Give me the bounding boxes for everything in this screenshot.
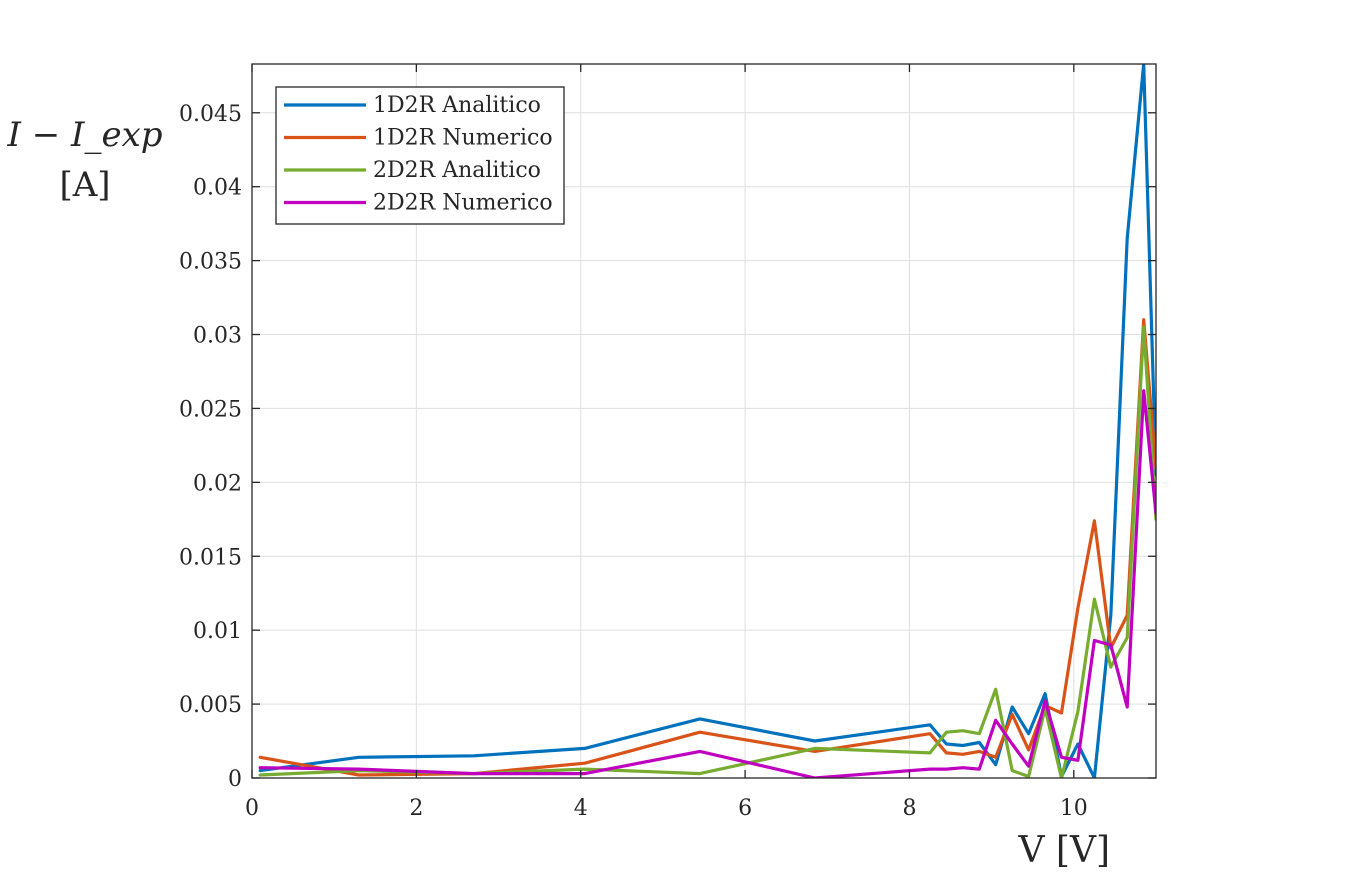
x-tick-label: 0 (245, 796, 259, 821)
y-tick-label: 0 (228, 767, 242, 792)
y-tick-label: 0.025 (179, 397, 242, 422)
grid-lines (252, 64, 1156, 778)
y-tick-label: 0.005 (179, 693, 242, 718)
y-tick-label: 0.035 (179, 250, 242, 275)
legend-entry-label: 2D2R Analitico (373, 158, 541, 183)
series-lines (258, 64, 1156, 778)
legend-entry-label: 2D2R Numerico (373, 191, 553, 216)
y-tick-label: 0.01 (193, 619, 242, 644)
y-tick-label: 0.015 (179, 545, 242, 570)
x-tick-label: 2 (409, 796, 423, 821)
x-tick-label: 4 (574, 796, 588, 821)
axis-ticks: 0 2 4 6 8 10 0 0.005 0.01 0.015 0.02 0.025 0.03 0.035… (179, 64, 1156, 821)
svg-text:V [V]: V [V] (1017, 830, 1110, 871)
y-tick-label: 0.03 (193, 324, 242, 349)
legend-entry-label: 1D2R Analitico (373, 93, 541, 118)
axes-box (251, 63, 1157, 779)
x-tick-label: 8 (902, 796, 916, 821)
series-line-2d2r-numerico (258, 389, 1156, 778)
y-tick-label: 0.045 (179, 102, 242, 127)
series-line-1d2r-analitico (258, 64, 1156, 778)
y-tick-label: 0.04 (193, 176, 242, 201)
x-axis-label: V [V] (1017, 830, 1110, 871)
legend: 1D2R Analitico 1D2R Numerico 2D2R Analitic… (275, 86, 565, 225)
x-tick-label: 10 (1060, 796, 1088, 821)
series-line-1d2r-numerico (258, 318, 1156, 777)
x-tick-label: 6 (738, 796, 752, 821)
x-axis-label-text: V [V] (1017, 830, 1110, 871)
y-axis-label-line1: I − I_exp (6, 115, 162, 155)
y-axis-label: I − I_exp [A] (6, 115, 162, 205)
legend-entry-label: 1D2R Numerico (373, 126, 553, 151)
y-tick-label: 0.02 (193, 471, 242, 496)
y-axis-label-line2: [A] (59, 165, 110, 205)
